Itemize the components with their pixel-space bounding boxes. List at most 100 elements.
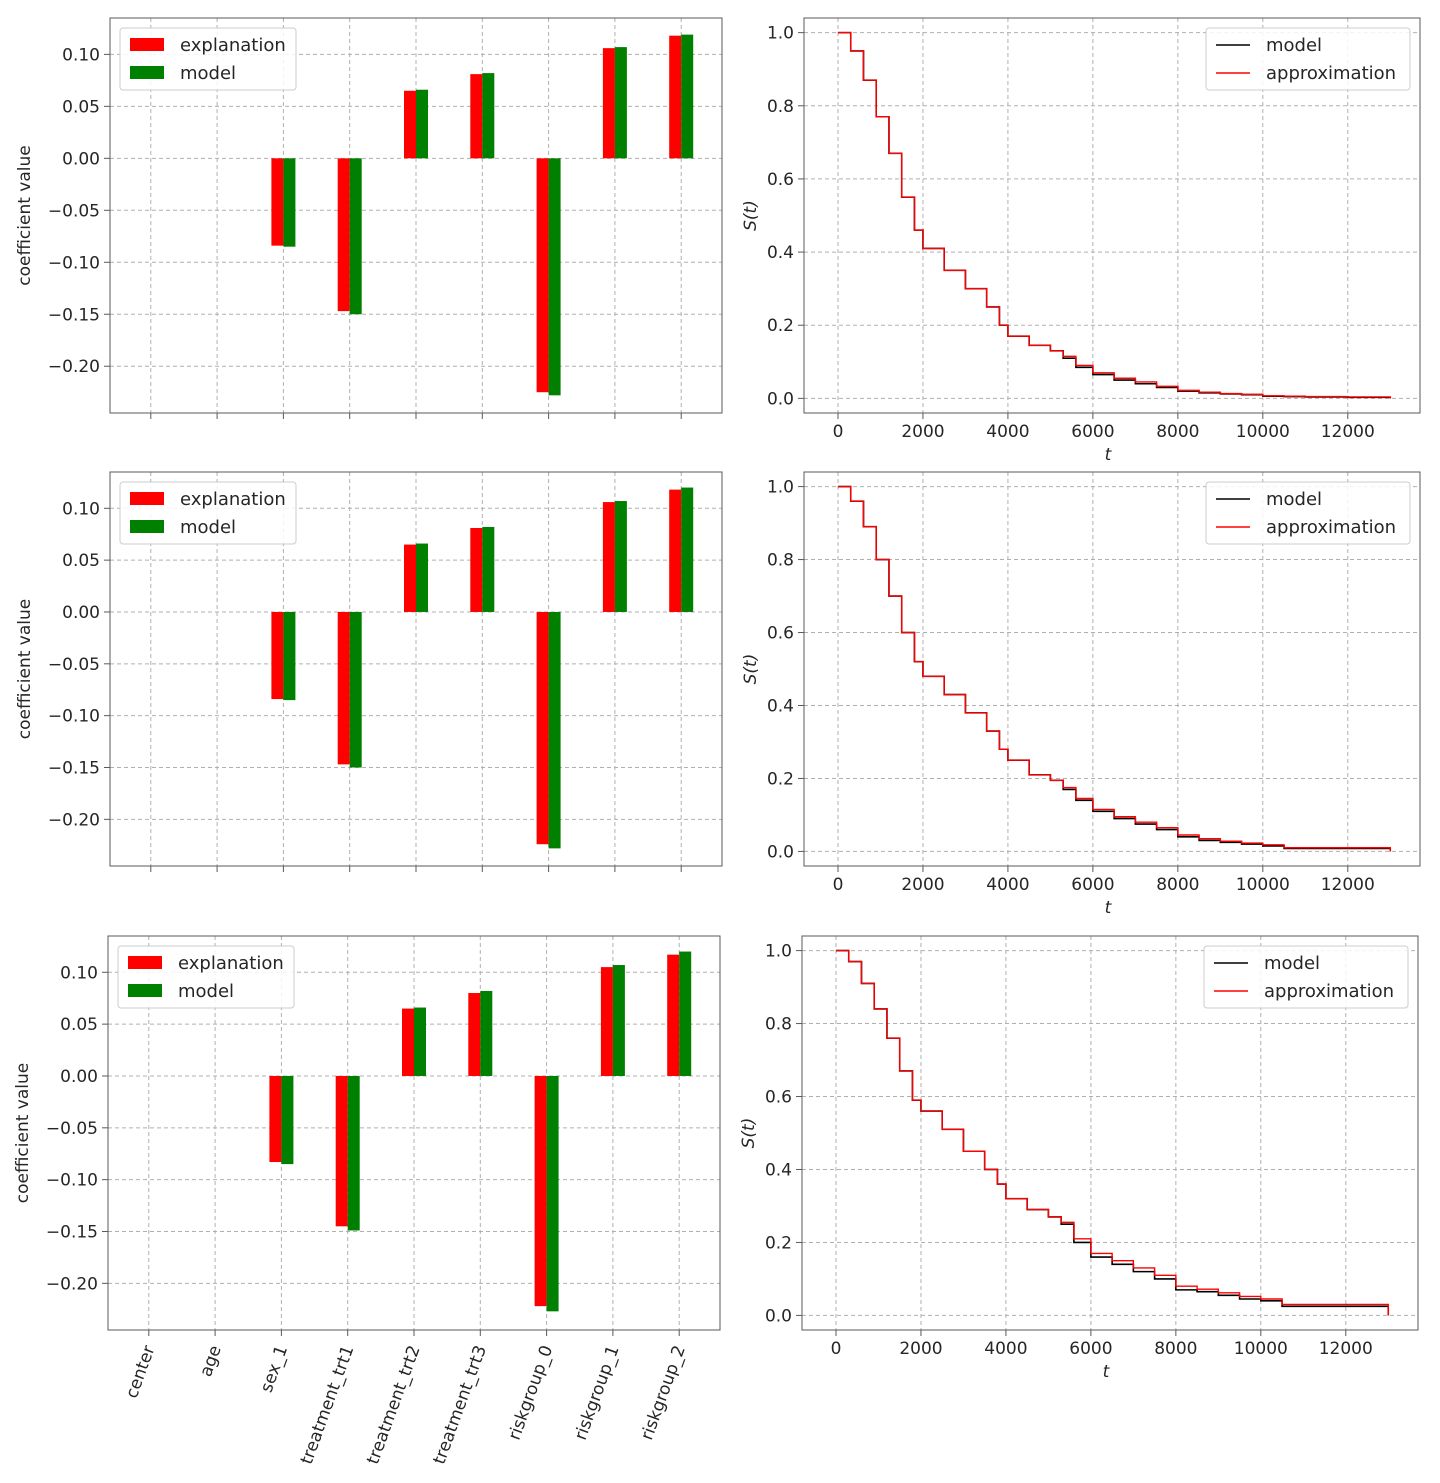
- survival-line-approximation: [837, 485, 1391, 852]
- bar-model-treatment_trt1: [349, 158, 362, 315]
- legend-swatch-model: [130, 66, 164, 79]
- x-tick-label: 12000: [1319, 1339, 1373, 1359]
- y-tick-label: −0.15: [46, 1223, 98, 1243]
- bar-model-sex_1: [283, 611, 296, 701]
- bar-explanation-sex_1: [271, 611, 284, 700]
- bar-model-treatment_trt1: [349, 611, 362, 768]
- y-tick-label: −0.15: [48, 759, 100, 779]
- x-tick-label-sex_1: sex_1: [257, 1343, 292, 1395]
- y-tick-label: −0.20: [48, 810, 100, 830]
- bar-model-riskgroup_2: [679, 951, 692, 1076]
- legend: model approximation: [1205, 27, 1411, 91]
- bar-model-treatment_trt3: [480, 990, 493, 1076]
- bar-model-riskgroup_2: [681, 34, 694, 159]
- y-tick-label: −0.10: [48, 253, 100, 273]
- y-tick-label: 0.6: [767, 624, 794, 644]
- x-axis-label: t: [1105, 898, 1113, 918]
- survival-chart-5: 0 2000 4000 6000 8000 10000 12000 0.0 0.2 0.4 0.6 0…: [739, 935, 1419, 1382]
- x-tick-label: 4000: [986, 422, 1029, 442]
- x-tick-label: 2000: [901, 422, 944, 442]
- y-axis-label: coefficient value: [15, 599, 35, 739]
- x-tick-label-riskgroup_2: riskgroup_2: [637, 1343, 690, 1443]
- y-tick-label: 0.00: [62, 149, 100, 169]
- y-tick-label: 0.0: [767, 389, 794, 409]
- x-tick-label: 8000: [1156, 422, 1199, 442]
- y-tick-label: 0.0: [765, 1306, 792, 1326]
- y-tick-label: 0.05: [60, 1015, 98, 1035]
- x-tick-label: 0: [833, 875, 844, 895]
- bar-model-riskgroup_1: [614, 501, 627, 612]
- bar-explanation-treatment_trt3: [468, 993, 481, 1076]
- bar-model-treatment_trt2: [414, 1007, 426, 1076]
- y-axis-label: coefficient value: [13, 1063, 33, 1203]
- bar-explanation-riskgroup_0: [534, 1075, 547, 1307]
- legend-swatch-explanation: [130, 38, 164, 51]
- legend-label-model: model: [1266, 35, 1322, 56]
- y-tick-label: −0.10: [48, 707, 100, 727]
- bar-explanation-treatment_trt3: [470, 527, 483, 612]
- y-axis-label: S(t): [741, 200, 761, 231]
- x-tick-label: 0: [831, 1339, 842, 1359]
- y-tick-label: 0.05: [62, 97, 100, 117]
- legend-box: [1205, 27, 1411, 91]
- y-tick-label: 0.10: [60, 963, 98, 983]
- y-tick-label: 0.8: [765, 1015, 792, 1035]
- x-tick-label: 12000: [1321, 875, 1375, 895]
- y-tick-label: 0.4: [765, 1160, 792, 1180]
- x-tick-label: 6000: [1069, 1339, 1112, 1359]
- legend: model approximation: [1203, 945, 1409, 1009]
- x-tick-label-treatment_trt1: treatment_trt1: [297, 1343, 359, 1467]
- y-tick-label: −0.05: [46, 1119, 98, 1139]
- legend-label-model: model: [180, 517, 236, 538]
- bar-model-treatment_trt1: [347, 1075, 360, 1231]
- legend: explanation model: [117, 945, 295, 1009]
- bar-explanation-treatment_trt2: [404, 544, 416, 612]
- bar-explanation-sex_1: [271, 158, 284, 246]
- legend-swatch-model: [128, 984, 162, 997]
- bar-explanation-riskgroup_2: [669, 489, 682, 612]
- x-tick-label: 6000: [1071, 875, 1114, 895]
- y-tick-label: −0.05: [48, 201, 100, 221]
- x-axis-label: t: [1105, 445, 1113, 465]
- bar-chart-4: −0.20 −0.15 −0.10 −0.05 0.00 0.05 0.10 center ag…: [13, 935, 721, 1467]
- bar-model-riskgroup_0: [548, 611, 561, 849]
- legend-swatch-explanation: [128, 956, 162, 969]
- legend-label-explanation: explanation: [178, 953, 284, 974]
- legend-label-approximation: approximation: [1266, 63, 1396, 84]
- legend: explanation model: [119, 481, 297, 545]
- survival-chart-1: 0 2000 4000 6000 8000 10000 12000 0.0 0.2 0.4 0.6 0…: [741, 17, 1421, 465]
- bar-explanation-riskgroup_2: [667, 954, 680, 1076]
- x-axis-label: t: [1103, 1362, 1111, 1382]
- y-tick-label: 0.00: [60, 1067, 98, 1087]
- bar-model-sex_1: [283, 158, 296, 247]
- bar-chart-0: −0.20 −0.15 −0.10 −0.05 0.00 0.05 0.10 coeffici…: [15, 17, 723, 419]
- x-tick-label: 8000: [1154, 1339, 1197, 1359]
- bar-explanation-treatment_trt2: [404, 90, 416, 159]
- survival-line-approximation: [837, 31, 1391, 399]
- y-tick-label: −0.20: [46, 1274, 98, 1294]
- legend-label-approximation: approximation: [1266, 517, 1396, 538]
- bar-model-riskgroup_0: [548, 158, 561, 396]
- y-tick-label: 0.2: [767, 769, 794, 789]
- plot-frame: [803, 471, 1421, 867]
- legend-swatch-model: [130, 520, 164, 533]
- legend-label-explanation: explanation: [180, 35, 286, 56]
- y-tick-label: 0.8: [767, 551, 794, 571]
- y-tick-label: 0.4: [767, 243, 794, 263]
- plot-frame: [803, 17, 1421, 414]
- y-tick-label: −0.10: [46, 1171, 98, 1191]
- y-axis-label: S(t): [739, 1118, 759, 1149]
- x-tick-label: 10000: [1234, 1339, 1288, 1359]
- legend-label-approximation: approximation: [1264, 981, 1394, 1002]
- x-tick-label-riskgroup_1: riskgroup_1: [571, 1343, 624, 1443]
- legend-swatch-explanation: [130, 492, 164, 505]
- x-tick-label: 10000: [1236, 422, 1290, 442]
- legend-label-model: model: [180, 63, 236, 84]
- legend-box: [1205, 481, 1411, 545]
- bar-explanation-treatment_trt1: [337, 158, 350, 312]
- bar-explanation-riskgroup_0: [536, 158, 549, 393]
- y-tick-label: 0.6: [767, 170, 794, 190]
- y-tick-label: 1.0: [765, 942, 792, 962]
- legend: model approximation: [1205, 481, 1411, 545]
